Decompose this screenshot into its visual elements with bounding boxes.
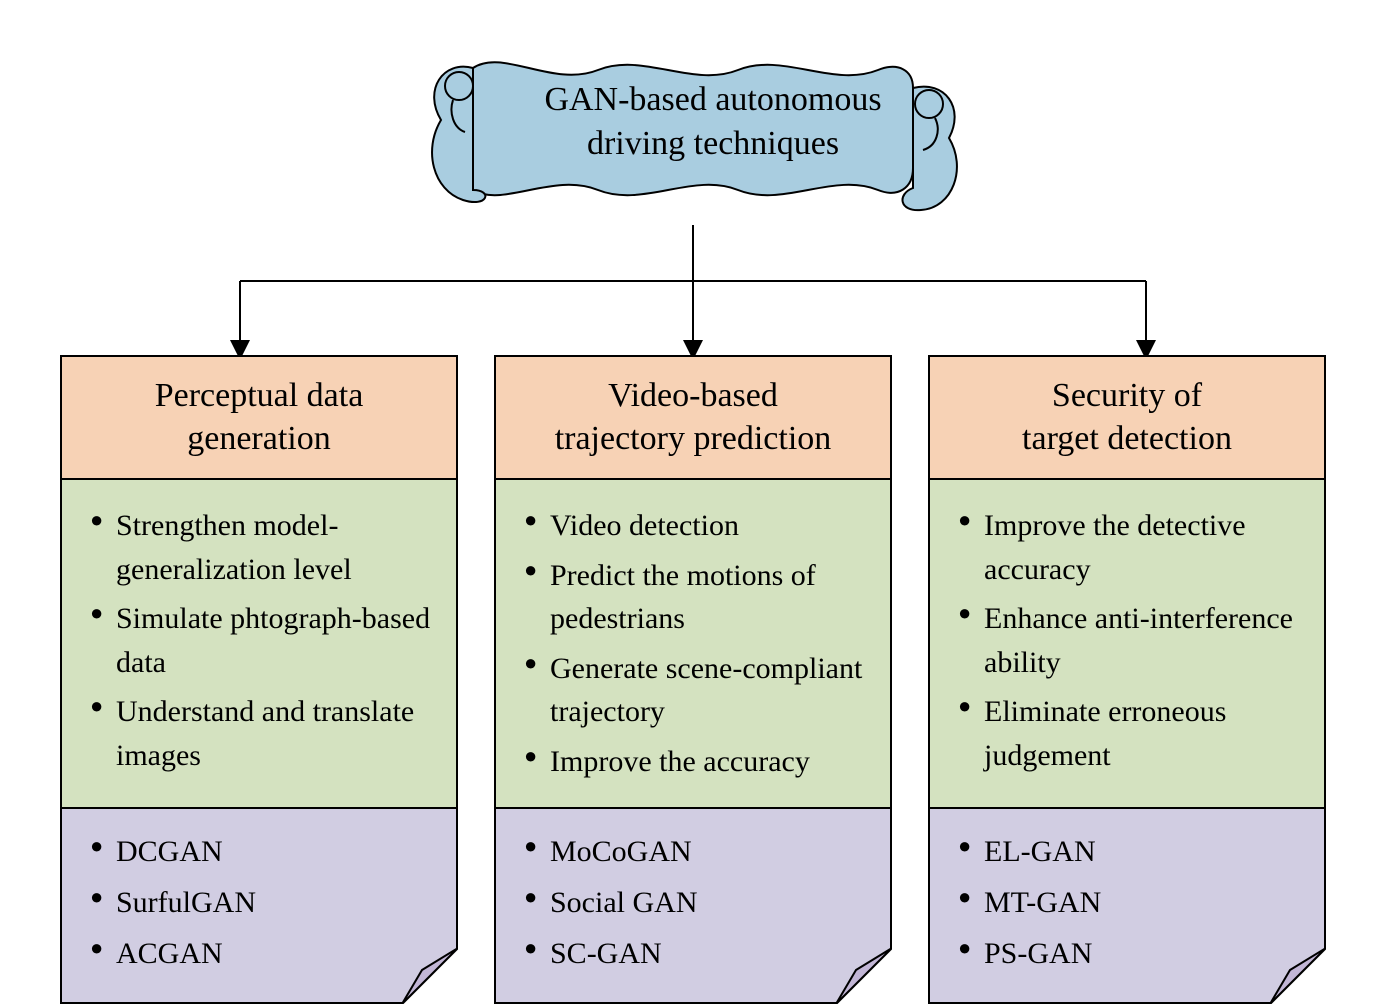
footer-list: EL-GAN MT-GAN PS-GAN (958, 829, 1302, 976)
list-item: ACGAN (90, 931, 434, 976)
list-item: Improve the accuracy (524, 740, 868, 784)
list-item: Simulate phtograph-based data (90, 597, 434, 684)
card-header-line2: generation (187, 420, 331, 457)
card-header-line1: Perceptual data (155, 377, 364, 414)
footer-list: MoCoGAN Social GAN SC-GAN (524, 829, 868, 976)
card-body: Improve the detective accuracy Enhance a… (930, 480, 1324, 809)
root-title: GAN-based autonomous driving techniques (513, 78, 913, 166)
footer-list: DCGAN SurfulGAN ACGAN (90, 829, 434, 976)
card-footer: MoCoGAN Social GAN SC-GAN (496, 809, 890, 1002)
list-item: Social GAN (524, 880, 868, 925)
card-header: Security of target detection (930, 357, 1324, 480)
list-item: PS-GAN (958, 931, 1302, 976)
card-header-line2: target detection (1022, 420, 1232, 457)
list-item: EL-GAN (958, 829, 1302, 874)
list-item: Enhance anti-interference ability (958, 597, 1302, 684)
scroll-left-curl-inner (445, 72, 473, 100)
card-footer: DCGAN SurfulGAN ACGAN (62, 809, 456, 1002)
body-list: Video detection Predict the motions of p… (524, 504, 868, 783)
card-header: Video-based trajectory prediction (496, 357, 890, 480)
body-list: Strengthen model-generalization level Si… (90, 504, 434, 777)
list-item: Understand and translate images (90, 690, 434, 777)
list-item: Eliminate erroneous judgement (958, 690, 1302, 777)
card-header-line1: Security of (1052, 377, 1202, 414)
card-header: Perceptual data generation (62, 357, 456, 480)
card-body: Video detection Predict the motions of p… (496, 480, 890, 809)
root-title-line1: GAN-based autonomous (544, 81, 881, 118)
root-scroll: GAN-based autonomous driving techniques (393, 50, 993, 235)
card-security: Security of target detection Improve the… (928, 355, 1326, 1004)
list-item: DCGAN (90, 829, 434, 874)
list-item: SC-GAN (524, 931, 868, 976)
list-item: Video detection (524, 504, 868, 548)
list-item: Predict the motions of pedestrians (524, 554, 868, 641)
card-video: Video-based trajectory prediction Video … (494, 355, 892, 1004)
scroll-right-curl-inner (915, 90, 943, 118)
card-perceptual: Perceptual data generation Strengthen mo… (60, 355, 458, 1004)
list-item: MT-GAN (958, 880, 1302, 925)
connector-svg (30, 225, 1356, 360)
card-header-line1: Video-based (608, 377, 778, 414)
list-item: SurfulGAN (90, 880, 434, 925)
list-item: Generate scene-compliant trajectory (524, 647, 868, 734)
gan-diagram: GAN-based autonomous driving techniques … (30, 30, 1356, 967)
list-item: MoCoGAN (524, 829, 868, 874)
body-list: Improve the detective accuracy Enhance a… (958, 504, 1302, 777)
cards-row: Perceptual data generation Strengthen mo… (30, 355, 1356, 1004)
root-title-line2: driving techniques (587, 125, 839, 162)
list-item: Strengthen model-generalization level (90, 504, 434, 591)
list-item: Improve the detective accuracy (958, 504, 1302, 591)
card-body: Strengthen model-generalization level Si… (62, 480, 456, 809)
card-header-line2: trajectory prediction (555, 420, 832, 457)
card-footer: EL-GAN MT-GAN PS-GAN (930, 809, 1324, 1002)
